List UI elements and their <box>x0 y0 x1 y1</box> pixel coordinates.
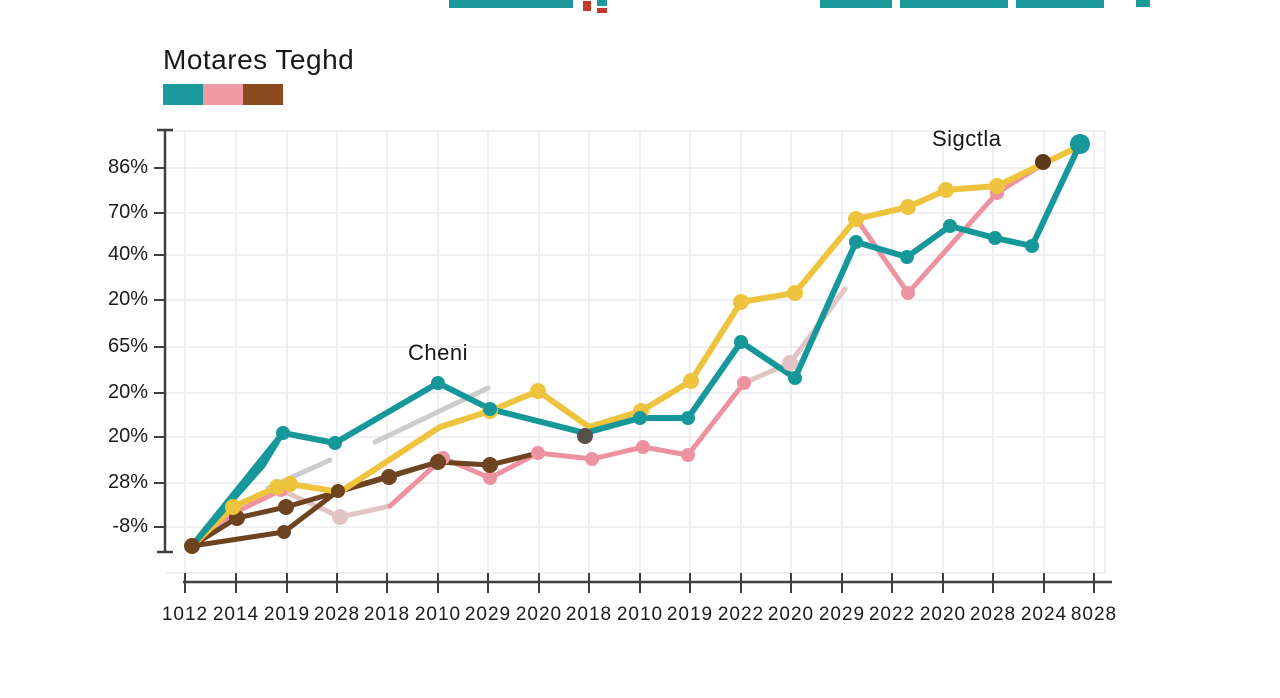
x-tick-label: 2018 <box>363 604 411 625</box>
x-tick-label: 8028 <box>1070 604 1118 625</box>
pink-pale-right-dot <box>782 355 798 371</box>
yellow-dot <box>683 373 699 389</box>
dark-dot-mid <box>577 428 593 444</box>
yellow-line <box>189 143 1083 549</box>
top-strip <box>597 0 607 6</box>
x-tick-label: 2022 <box>717 604 765 625</box>
brown-upper-dot <box>482 457 498 473</box>
x-tick-label: 2014 <box>212 604 260 625</box>
x-tick-label: 2018 <box>565 604 613 625</box>
y-tick-label: 20% <box>107 381 148 403</box>
teal-dot <box>849 235 863 249</box>
x-tick-label: 2010 <box>414 604 462 625</box>
top-strip <box>449 0 573 8</box>
yellow-dot <box>282 476 298 492</box>
teal-dot <box>788 371 802 385</box>
annotation-cheni: Cheni <box>408 340 468 365</box>
x-tick-label: 2020 <box>767 604 815 625</box>
teal-dot <box>483 402 497 416</box>
y-tick-label: 28% <box>107 471 148 493</box>
teal-line <box>189 141 1083 549</box>
x-tick-label: 2029 <box>464 604 512 625</box>
pink-main-dot <box>636 440 650 454</box>
annotation-sigctla: Sigctla <box>932 126 1002 151</box>
x-tick-label: 1012 <box>161 604 209 625</box>
legend-swatch-series-brown <box>243 84 283 105</box>
brown-lower-dot <box>331 484 345 498</box>
teal-dot <box>943 219 957 233</box>
teal-dot <box>988 231 1002 245</box>
y-tick-label: 20% <box>107 288 148 310</box>
pink-main-line <box>387 380 747 509</box>
y-tick-label: -8% <box>112 515 148 537</box>
top-strip <box>597 8 607 13</box>
x-tick-label: 2029 <box>818 604 866 625</box>
top-strip <box>1016 0 1104 8</box>
pink-main-dot <box>737 376 751 390</box>
teal-dot <box>633 411 647 425</box>
x-tick-label: 2020 <box>919 604 967 625</box>
pink-main-dot <box>483 471 497 485</box>
top-strip <box>820 0 892 8</box>
top-strip <box>1136 0 1150 7</box>
top-strip <box>900 0 1008 8</box>
y-tick-label: 65% <box>107 335 148 357</box>
yellow-dot <box>989 178 1005 194</box>
y-tick-label: 70% <box>107 201 148 223</box>
x-tick-label: 2020 <box>515 604 563 625</box>
chart-title: Motares Teghd <box>163 44 355 75</box>
pink-right-dot <box>901 286 915 300</box>
yellow-dot <box>787 285 803 301</box>
brown-upper-dot <box>381 469 397 485</box>
x-tick-label: 2024 <box>1020 604 1068 625</box>
yellow-dot <box>848 211 864 227</box>
pink-main-dot <box>681 448 695 462</box>
x-tick-label: 2010 <box>616 604 664 625</box>
x-tick-label: 2028 <box>313 604 361 625</box>
yellow-dot <box>938 182 954 198</box>
y-tick-label: 20% <box>107 425 148 447</box>
teal-dot <box>431 376 445 390</box>
teal-end-dot <box>1070 134 1090 154</box>
pink-main-dot <box>531 446 545 460</box>
teal-dot <box>900 250 914 264</box>
y-tick-label: 86% <box>107 156 148 178</box>
teal-dot <box>1025 239 1039 253</box>
teal-dot <box>681 411 695 425</box>
brown-upper-dot <box>430 454 446 470</box>
y-tick-label: 40% <box>107 243 148 265</box>
brown-dot-sigctla <box>1035 154 1051 170</box>
yellow-dot <box>225 499 241 515</box>
pink-pale-mid-dot <box>332 509 348 525</box>
yellow-dot <box>900 199 916 215</box>
yellow-dot <box>269 479 285 495</box>
yellow-dot <box>733 294 749 310</box>
x-tick-label: 2028 <box>969 604 1017 625</box>
teal-dot <box>328 436 342 450</box>
brown-lower-dot <box>277 525 291 539</box>
legend-swatch-series-teal <box>163 84 203 105</box>
yellow-dot <box>530 383 546 399</box>
teal-dot <box>734 335 748 349</box>
brown-upper-dot <box>278 499 294 515</box>
top-strip <box>583 1 591 11</box>
brown-upper-dot <box>184 538 200 554</box>
teal-dot <box>276 426 290 440</box>
x-tick-label: 2022 <box>868 604 916 625</box>
legend <box>163 84 283 105</box>
x-tick-label: 2019 <box>666 604 714 625</box>
legend-swatch-series-pink <box>203 84 243 105</box>
x-tick-label: 2019 <box>263 604 311 625</box>
pink-main-dot <box>585 452 599 466</box>
